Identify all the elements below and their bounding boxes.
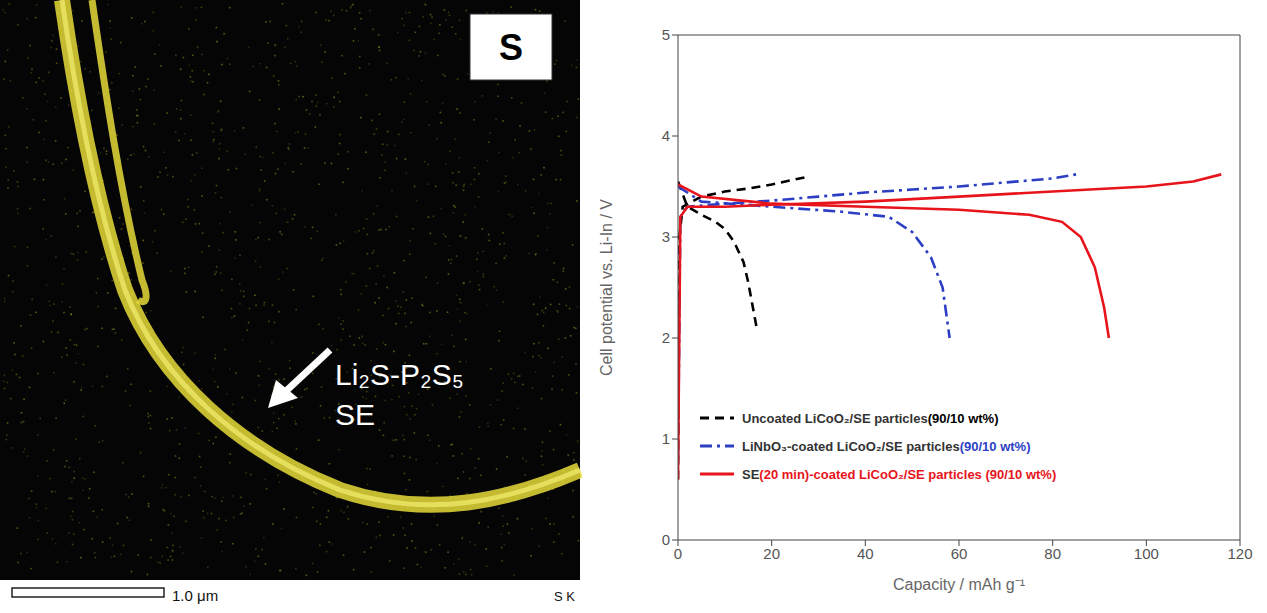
svg-text:4: 4 xyxy=(662,127,670,144)
svg-text:5: 5 xyxy=(662,26,670,43)
svg-text:Cell potential vs. Li-In / V: Cell potential vs. Li-In / V xyxy=(598,199,615,376)
html-text:Uncoated LiCoO₂/SE particles (: Uncoated LiCoO₂/SE particles (90/10 wt%) xyxy=(742,410,999,426)
svg-text:20: 20 xyxy=(763,545,780,562)
html-text:SE (20 min)-coated LiCoO₂/SE p: SE (20 min)-coated LiCoO₂/SE particles (… xyxy=(742,466,1057,482)
svg-text:40: 40 xyxy=(857,545,874,562)
svg-text:SE: SE xyxy=(335,398,375,431)
svg-text:80: 80 xyxy=(1044,545,1061,562)
svg-text:1.0 μm: 1.0 μm xyxy=(172,587,218,604)
svg-text:60: 60 xyxy=(951,545,968,562)
svg-text:S K: S K xyxy=(554,589,575,604)
svg-text:120: 120 xyxy=(1227,545,1252,562)
svg-text:3: 3 xyxy=(662,228,670,245)
svg-text:0: 0 xyxy=(662,531,670,548)
svg-text:0: 0 xyxy=(674,545,682,562)
svg-text:1: 1 xyxy=(662,430,670,447)
svg-text:Capacity / mAh g⁻¹: Capacity / mAh g⁻¹ xyxy=(893,576,1025,593)
svg-text:Li₂S-P₂S₅: Li₂S-P₂S₅ xyxy=(335,358,464,391)
svg-text:100: 100 xyxy=(1134,545,1159,562)
html-text:LiNbO₃-coated LiCoO₂/SE partic: LiNbO₃-coated LiCoO₂/SE particles (90/10… xyxy=(742,438,1031,454)
svg-text:2: 2 xyxy=(662,329,670,346)
svg-text:S: S xyxy=(499,27,523,68)
